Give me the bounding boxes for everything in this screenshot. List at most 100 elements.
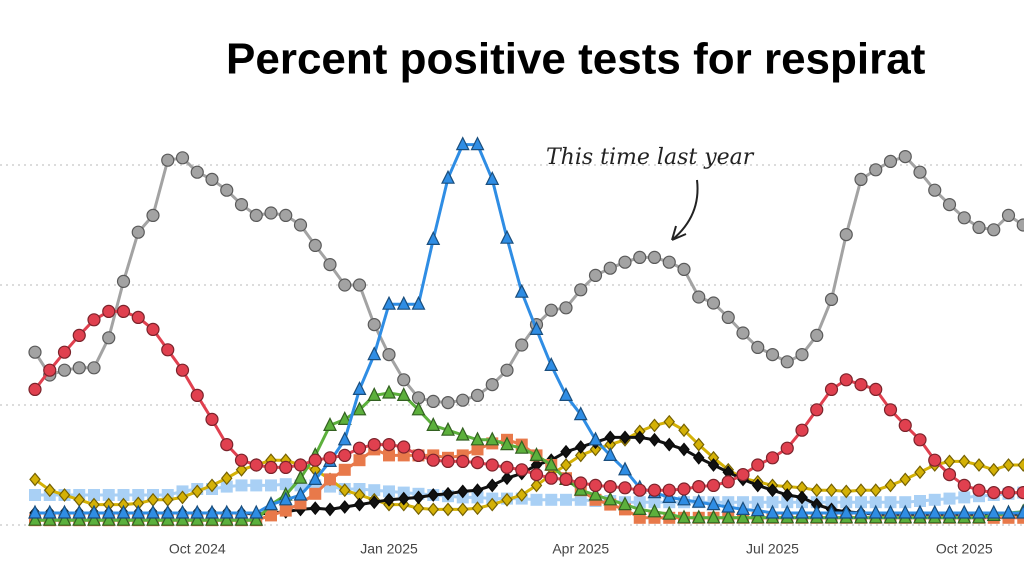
point bbox=[766, 483, 779, 498]
point bbox=[898, 504, 913, 519]
point bbox=[219, 504, 234, 519]
point bbox=[515, 463, 529, 477]
point bbox=[397, 491, 410, 506]
point bbox=[412, 490, 425, 505]
point bbox=[353, 454, 366, 467]
point bbox=[471, 491, 484, 504]
point bbox=[116, 504, 131, 519]
point bbox=[514, 439, 529, 454]
point bbox=[352, 381, 367, 395]
point bbox=[574, 493, 587, 506]
point bbox=[692, 480, 706, 494]
point bbox=[1001, 504, 1016, 519]
point bbox=[175, 511, 190, 526]
point bbox=[501, 471, 513, 486]
point bbox=[191, 484, 204, 499]
point bbox=[928, 453, 942, 467]
point bbox=[426, 231, 441, 245]
point bbox=[810, 483, 823, 498]
point bbox=[706, 478, 721, 492]
point bbox=[868, 504, 883, 519]
point bbox=[677, 262, 691, 276]
point bbox=[618, 255, 632, 269]
point bbox=[146, 208, 160, 222]
point bbox=[485, 378, 499, 392]
point bbox=[544, 303, 558, 317]
point bbox=[529, 468, 544, 482]
point bbox=[603, 491, 618, 506]
point bbox=[663, 437, 676, 452]
point bbox=[470, 136, 485, 151]
point bbox=[574, 283, 588, 297]
point bbox=[442, 486, 454, 501]
point bbox=[647, 483, 662, 497]
point bbox=[220, 480, 233, 493]
point bbox=[781, 488, 794, 502]
point bbox=[898, 418, 912, 432]
point bbox=[927, 504, 942, 519]
point bbox=[544, 357, 559, 371]
point bbox=[559, 301, 573, 315]
point bbox=[544, 456, 559, 471]
point bbox=[220, 183, 234, 197]
point bbox=[72, 361, 86, 375]
point bbox=[588, 478, 603, 492]
point bbox=[279, 460, 293, 474]
point bbox=[765, 348, 780, 362]
point bbox=[869, 496, 882, 509]
point bbox=[677, 491, 691, 506]
point bbox=[382, 295, 396, 310]
point bbox=[131, 504, 146, 519]
point bbox=[412, 501, 425, 516]
point bbox=[633, 483, 647, 497]
point bbox=[427, 488, 440, 502]
point bbox=[943, 492, 956, 505]
point bbox=[973, 458, 985, 472]
point bbox=[899, 496, 912, 509]
point bbox=[309, 501, 322, 516]
point bbox=[780, 504, 795, 519]
point bbox=[692, 290, 706, 304]
point bbox=[279, 208, 293, 222]
point bbox=[706, 509, 721, 524]
point bbox=[958, 454, 971, 469]
x-tick-label: Jan 2025 bbox=[360, 541, 418, 557]
point bbox=[131, 310, 145, 324]
x-tick-label: Oct 2024 bbox=[169, 541, 226, 557]
point bbox=[515, 488, 528, 502]
point bbox=[987, 486, 1001, 500]
point bbox=[57, 504, 72, 519]
point bbox=[190, 504, 205, 519]
point bbox=[500, 229, 514, 244]
point bbox=[824, 292, 839, 306]
point bbox=[883, 403, 898, 417]
point bbox=[293, 486, 308, 501]
point bbox=[869, 483, 882, 498]
point bbox=[560, 493, 572, 506]
point bbox=[102, 331, 116, 345]
point bbox=[588, 268, 603, 282]
point bbox=[914, 495, 926, 507]
point bbox=[618, 481, 632, 495]
point bbox=[559, 387, 573, 401]
point bbox=[883, 504, 898, 519]
point bbox=[249, 504, 264, 519]
point bbox=[721, 310, 735, 324]
point bbox=[175, 151, 190, 165]
point bbox=[161, 153, 175, 167]
point bbox=[116, 304, 131, 318]
point bbox=[470, 456, 485, 470]
point bbox=[250, 479, 263, 492]
point bbox=[603, 480, 617, 494]
point bbox=[545, 493, 558, 506]
point bbox=[795, 423, 809, 437]
point bbox=[116, 511, 131, 526]
point bbox=[265, 479, 277, 492]
point bbox=[323, 417, 337, 431]
point bbox=[102, 489, 115, 501]
point bbox=[264, 496, 278, 511]
point bbox=[825, 496, 838, 509]
point bbox=[441, 396, 455, 410]
point bbox=[780, 355, 794, 369]
point bbox=[278, 491, 293, 506]
